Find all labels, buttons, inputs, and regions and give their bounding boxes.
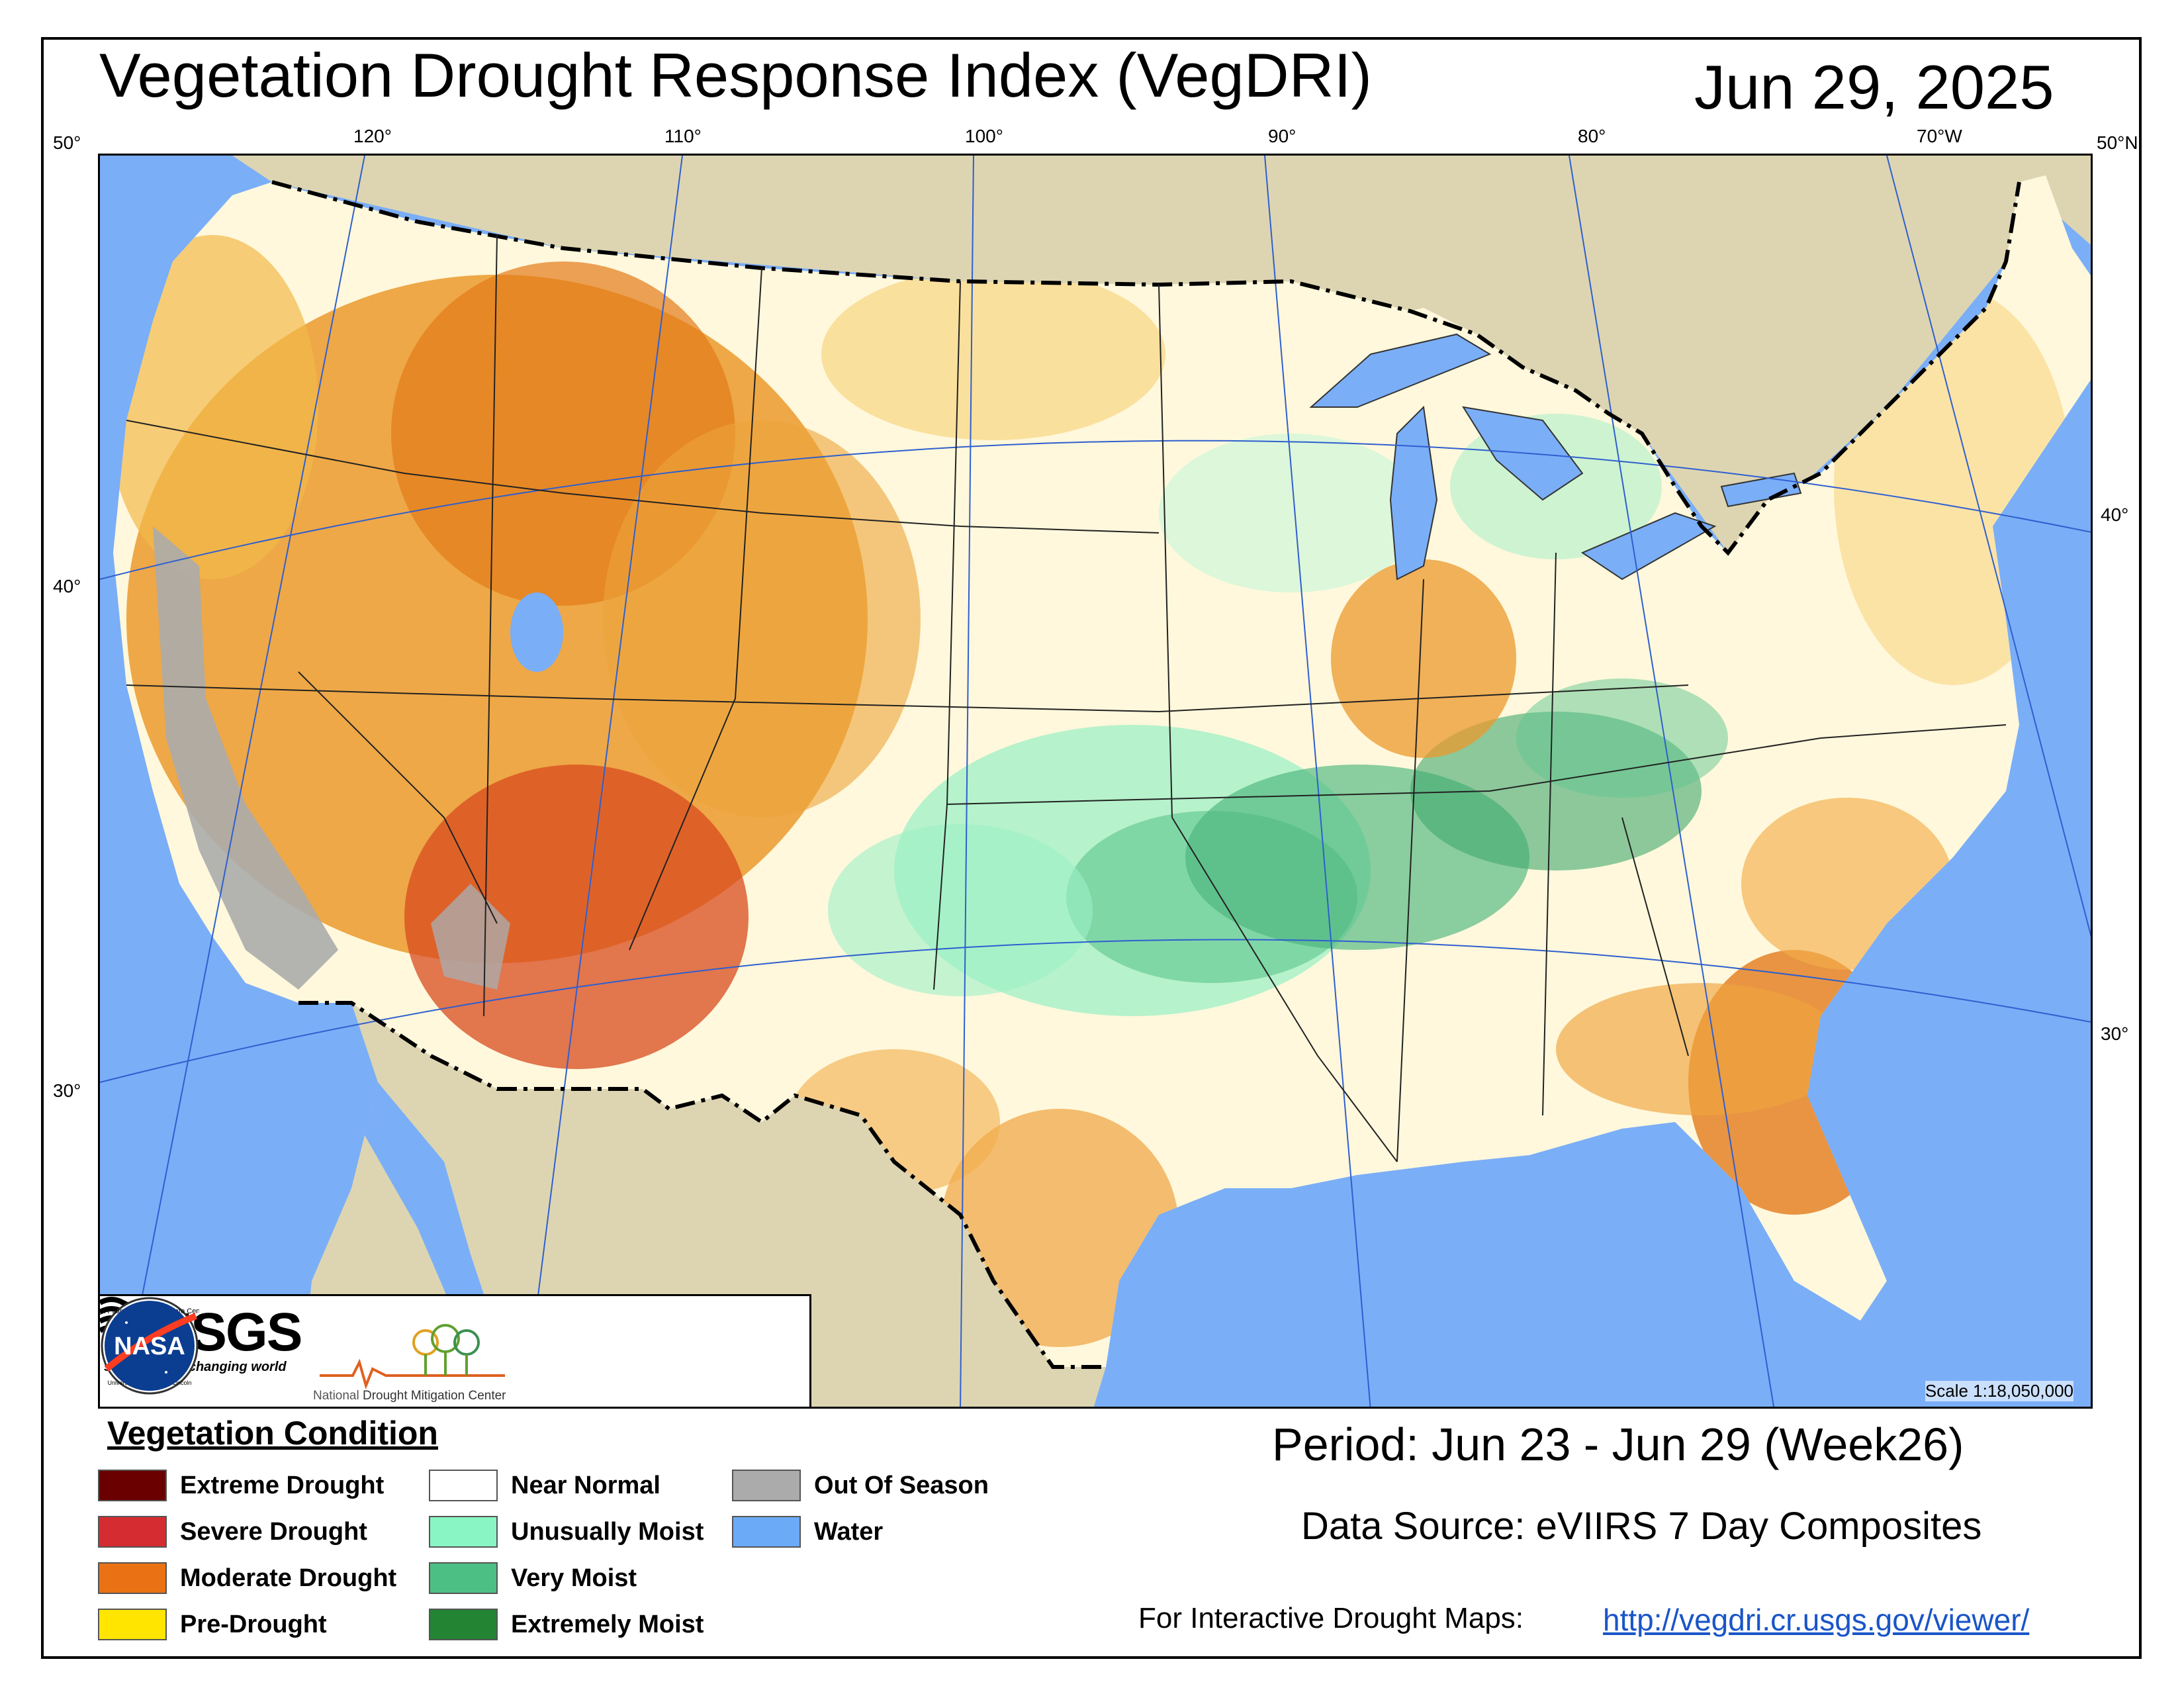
period-text: Period: Jun 23 - Jun 29 (Week26): [1272, 1419, 1964, 1470]
lat-label-40-left: 40°: [53, 576, 81, 596]
legend-item-pre-drought: Pre-Drought: [98, 1609, 327, 1640]
legend-item-very-moist: Very Moist: [429, 1562, 637, 1594]
map-title: Vegetation Drought Response Index (VegDR…: [99, 40, 1372, 110]
nasa-text: NASA: [114, 1333, 185, 1360]
legend-item-moderate-drought: Moderate Drought: [98, 1562, 396, 1594]
lat-label-30-right: 30°: [2101, 1023, 2129, 1044]
legend-label: Unusually Moist: [511, 1517, 704, 1546]
legend-label: Water: [814, 1517, 884, 1546]
legend-title: Vegetation Condition: [107, 1415, 438, 1452]
map-scale: Scale 1:18,050,000: [1925, 1381, 2073, 1401]
lake-erie: [1580, 512, 1717, 581]
legend-item-unusually-moist: Unusually Moist: [429, 1516, 704, 1548]
mexico-border: [298, 1001, 1106, 1369]
legend-label: Extremely Moist: [511, 1610, 704, 1638]
legend-swatch: [732, 1516, 801, 1548]
legend-item-near-normal: Near Normal: [429, 1470, 660, 1501]
legend-item-water: Water: [732, 1516, 883, 1548]
ndmc-text: National Drought Mitigation Center: [313, 1389, 506, 1403]
graticule: [100, 156, 2091, 1407]
legend-label: Pre-Drought: [180, 1610, 327, 1638]
nasa-logo-icon: NASA: [104, 1301, 197, 1391]
legend-swatch: [98, 1562, 167, 1594]
great-salt-lake: [510, 592, 563, 672]
lon-label-90: 90°: [1268, 126, 1297, 146]
lon-label-70w: 70°W: [1917, 126, 1962, 146]
legend-swatch: [98, 1516, 167, 1548]
legend-swatch: [429, 1609, 498, 1640]
legend-label: Moderate Drought: [180, 1564, 397, 1592]
figure-frame: [41, 37, 2142, 1659]
legend-item-extremely-moist: Extremely Moist: [429, 1609, 704, 1640]
map-canvas: [100, 156, 2091, 1407]
legend-swatch: [429, 1562, 498, 1594]
viewer-link[interactable]: http://vegdri.cr.usgs.gov/viewer/: [1603, 1603, 2030, 1637]
vegdri-map: USGS science for a changing world Nation…: [98, 154, 2093, 1409]
legend-label: Out Of Season: [814, 1471, 989, 1499]
lat-label-30-left: 30°: [53, 1080, 81, 1101]
legend-label: Very Moist: [511, 1564, 637, 1592]
lat-label-50-left: 50°: [53, 132, 81, 153]
legend-item-out-of-season: Out Of Season: [732, 1470, 989, 1501]
interactive-maps-label: For Interactive Drought Maps:: [1138, 1602, 1524, 1634]
data-source-text: Data Source: eVIIRS 7 Day Composites: [1301, 1505, 1982, 1548]
lake-michigan: [1389, 405, 1438, 581]
ndmc-tree-icon: [320, 1324, 505, 1389]
legend-label: Extreme Drought: [180, 1471, 385, 1499]
lon-label-80: 80°: [1578, 126, 1606, 146]
legend-swatch: [98, 1609, 167, 1640]
legend-swatch: [732, 1470, 801, 1501]
lat-label-40-right: 40°: [2101, 504, 2129, 525]
lake-superior: [1309, 333, 1492, 408]
gulf-of-california: [365, 1082, 497, 1334]
legend-swatch: [429, 1516, 498, 1548]
lon-label-100: 100°: [965, 126, 1003, 146]
legend-label: Near Normal: [511, 1471, 660, 1499]
legend-swatch: [429, 1470, 498, 1501]
canada-land: [100, 156, 2091, 553]
legend-item-severe-drought: Severe Drought: [98, 1516, 367, 1548]
legend-label: Severe Drought: [180, 1517, 367, 1546]
state-boundaries: [126, 234, 2007, 1162]
map-date: Jun 29, 2025: [1694, 52, 2054, 122]
ndmc-name: Drought Mitigation Center: [363, 1389, 506, 1403]
legend-item-extreme-drought: Extreme Drought: [98, 1470, 384, 1501]
ndmc-prefix: National: [313, 1389, 359, 1403]
logos-panel: USGS science for a changing world Nation…: [100, 1294, 811, 1407]
lon-label-120: 120°: [353, 126, 392, 146]
lat-label-50-right: 50°N: [2097, 132, 2138, 153]
lon-label-110: 110°: [664, 126, 702, 146]
legend-swatch: [98, 1470, 167, 1501]
canada-border: [271, 180, 2021, 556]
ndmc-logo: National Drought Mitigation Center: [313, 1323, 512, 1407]
